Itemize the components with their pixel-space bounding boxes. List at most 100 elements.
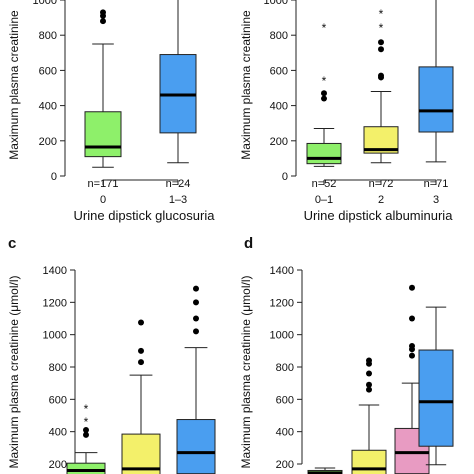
panel-d-y-tick-label: 200 xyxy=(276,459,294,471)
box-iqr xyxy=(176,419,216,474)
panel-c-y-tick-label: 400 xyxy=(49,427,67,439)
panel-d-y-tick-label: 1200 xyxy=(270,297,294,309)
outlier-point xyxy=(378,72,384,79)
box-iqr xyxy=(121,433,161,474)
panel-c-y-tick-label: 600 xyxy=(49,394,67,406)
panel-d-y-tick-label: 1000 xyxy=(270,330,294,342)
panel-d-y-axis-label: Maximum plasma creatinine (μmol/l) xyxy=(239,276,253,469)
panel-d-y-tick-label: 1400 xyxy=(270,265,294,277)
outlier-point xyxy=(378,39,384,46)
panel-b-box-0: ** xyxy=(306,21,342,167)
panel-a-axes: 0 200 400 600 800 1000 xyxy=(33,0,179,185)
panel-a-x-tick-label: 0 xyxy=(100,194,106,206)
panel-b-y-tick-label: 200 xyxy=(270,136,288,148)
extreme-point: * xyxy=(322,21,327,35)
box-iqr xyxy=(418,349,454,447)
panel-b-x-axis-label: Urine dipstick albuminuria xyxy=(304,208,454,223)
outlier-point xyxy=(193,315,199,322)
panel-d-box-0 xyxy=(307,467,343,474)
extreme-point: * xyxy=(84,415,89,429)
panel-c-y-tick-label: 200 xyxy=(49,459,67,471)
extreme-point: * xyxy=(379,7,384,21)
outlier-point xyxy=(409,284,415,291)
panel-b-x-tick-label: 2 xyxy=(378,194,384,206)
outlier-point xyxy=(138,359,144,366)
outlier-point xyxy=(321,95,327,102)
outlier-point xyxy=(409,315,415,322)
panel-b-n-label: n=71 xyxy=(424,178,449,190)
panel-b-y-axis-label: Maximum plasma creatinine xyxy=(239,10,253,160)
panel-b-y-tick-label: 1000 xyxy=(264,0,288,7)
box-iqr xyxy=(351,449,387,474)
panel-c-marks: ** xyxy=(66,285,216,474)
panel-a-y-tick-label: 600 xyxy=(39,65,57,77)
outlier-point xyxy=(100,18,106,25)
panel-b-x-tick-label: 3 xyxy=(433,194,439,206)
panel-b-n-label: n=72 xyxy=(369,178,394,190)
panel-a-y-tick-label: 0 xyxy=(51,171,57,183)
outlier-point xyxy=(100,9,106,16)
panel-d-box-3 xyxy=(418,306,454,466)
panel-c-y-tick-label: 800 xyxy=(49,362,67,374)
panel-a-x-axis-label: Urine dipstick glucosuria xyxy=(74,208,216,223)
panel-a-y-tick-label: 800 xyxy=(39,30,57,42)
outlier-point xyxy=(138,319,144,326)
panel-b-marks: n=52n=72n=710–123***** xyxy=(306,0,454,206)
outlier-point xyxy=(193,285,199,292)
panel-a-x-tick-label: 1–3 xyxy=(169,194,187,206)
panel-a-y-tick-label: 1000 xyxy=(33,0,57,7)
box-iqr xyxy=(66,462,106,474)
panel-a: 0 200 400 600 800 1000 n=171 n=24 0 1–3 Maximum … xyxy=(7,0,215,223)
outlier-point xyxy=(193,328,199,335)
panel-c: c 200 400 600 800 1000 1200 1400 ** Maximum pl… xyxy=(7,235,216,474)
panel-d: d 200 400 600 800 1000 1200 1400 Maximum plasm… xyxy=(239,235,454,474)
outlier-point xyxy=(193,299,199,306)
panel-d-box-1 xyxy=(351,357,387,474)
outlier-point xyxy=(366,386,372,393)
panel-c-y-tick-label: 1000 xyxy=(43,330,67,342)
panel-b-y-tick-label: 0 xyxy=(282,171,288,183)
panel-c-box-1 xyxy=(121,319,161,474)
panel-a-y-tick-label: 400 xyxy=(39,101,57,113)
outlier-point xyxy=(83,427,89,434)
outlier-point xyxy=(366,381,372,388)
panel-a-y-tick-label: 200 xyxy=(39,136,57,148)
panel-a-n-label: n=24 xyxy=(166,178,191,190)
panel-d-y-tick-label: 600 xyxy=(276,394,294,406)
panel-d-y-tick-label: 800 xyxy=(276,362,294,374)
panel-d-marks xyxy=(307,284,454,474)
box-iqr xyxy=(306,142,342,165)
extreme-point: * xyxy=(84,402,89,416)
panel-label-c: c xyxy=(8,235,16,252)
panel-a-n-label: n=171 xyxy=(88,178,119,190)
outlier-point xyxy=(366,357,372,364)
panel-c-y-axis-label: Maximum plasma creatinine (μmol/l) xyxy=(7,276,21,469)
panel-c-axes: 200 400 600 800 1000 1200 1400 xyxy=(43,265,76,471)
box-iqr xyxy=(84,111,122,158)
panel-a-box-1 xyxy=(159,0,197,164)
panel-d-y-tick-label: 400 xyxy=(276,427,294,439)
panel-a-y-axis-label: Maximum plasma creatinine xyxy=(7,10,21,160)
panel-d-axes: 200 400 600 800 1000 1200 1400 xyxy=(270,265,303,471)
outlier-point xyxy=(83,431,89,438)
panel-b-n-label: n=52 xyxy=(312,178,337,190)
panel-c-box-0: ** xyxy=(66,402,106,474)
panel-a-marks: n=171 n=24 0 1–3 xyxy=(84,0,197,206)
box-iqr xyxy=(418,66,454,133)
outlier-point xyxy=(138,347,144,354)
panel-c-y-tick-label: 1200 xyxy=(43,297,67,309)
panel-b-y-tick-label: 400 xyxy=(270,101,288,113)
panel-a-box-0 xyxy=(84,9,122,168)
panel-label-d: d xyxy=(244,235,253,252)
outlier-point xyxy=(409,352,415,359)
panel-b-box-2 xyxy=(418,0,454,163)
outlier-point xyxy=(366,370,372,377)
extreme-point: * xyxy=(379,0,384,5)
panel-b-y-tick-label: 800 xyxy=(270,30,288,42)
panel-b-x-tick-label: 0–1 xyxy=(315,194,333,206)
outlier-point xyxy=(409,342,415,349)
panel-c-box-2 xyxy=(176,285,216,474)
outlier-point xyxy=(378,46,384,53)
